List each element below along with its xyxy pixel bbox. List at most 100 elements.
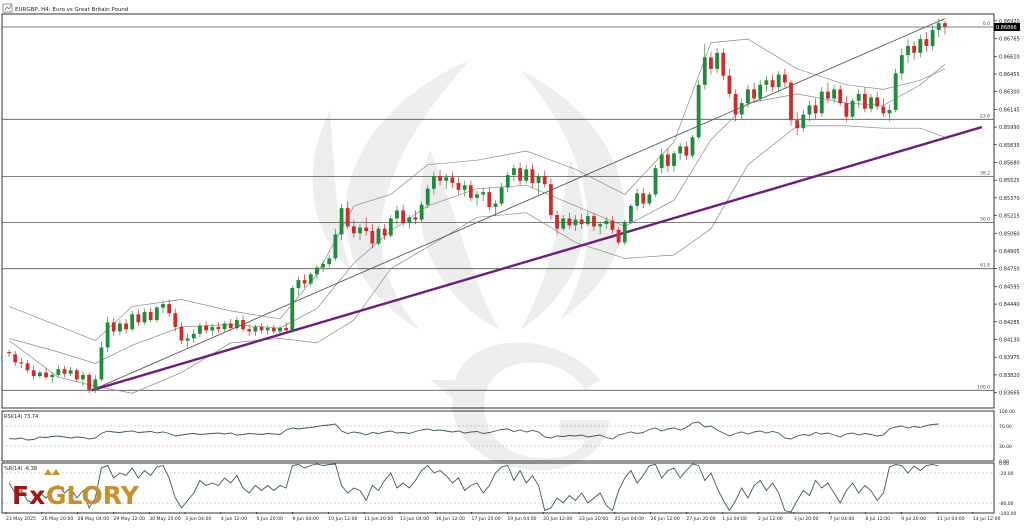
candle-body: [672, 153, 676, 166]
candle-body: [782, 74, 787, 83]
time-tick-label: 28 May 04:00: [78, 516, 110, 522]
candle-body: [278, 328, 282, 332]
fib-level-label: 0.0: [983, 21, 990, 27]
candle: [739, 98, 744, 120]
candle-body: [425, 188, 430, 205]
candle: [524, 164, 529, 184]
candle-body: [684, 146, 689, 156]
candle-body: [832, 89, 837, 99]
candle-body: [887, 109, 892, 114]
time-tick-label: 3 Jul 20:00: [794, 516, 819, 522]
candle-body: [869, 97, 873, 109]
candle: [358, 224, 362, 241]
candle-body: [401, 210, 406, 223]
candle: [881, 98, 886, 117]
candle: [210, 323, 215, 337]
candle-body: [807, 105, 812, 115]
candle-body: [727, 75, 732, 94]
candle-body: [801, 114, 806, 129]
candle-body: [629, 205, 633, 222]
candle: [635, 188, 639, 211]
wpr-line: [8, 463, 939, 513]
price-tick-label: 0.84905: [999, 249, 1020, 255]
candle: [327, 254, 332, 268]
candle-body: [376, 228, 381, 244]
candle: [789, 80, 793, 126]
candle-body: [598, 224, 603, 227]
price-tick-label: 0.84750: [999, 267, 1020, 273]
candle-body: [105, 322, 110, 348]
candle: [696, 80, 701, 140]
candle: [641, 187, 646, 209]
candle-body: [776, 74, 781, 88]
price-tick-label: 0.84440: [999, 302, 1020, 308]
candle: [37, 370, 42, 379]
candle: [505, 171, 510, 193]
candle: [838, 84, 843, 106]
candle: [875, 91, 880, 110]
candle: [468, 180, 473, 202]
candle-body: [512, 168, 516, 176]
candle: [456, 177, 461, 195]
time-tick-label: 13 Jun 04:00: [400, 516, 429, 522]
candle: [185, 333, 190, 348]
fib-level-label: 38.2: [980, 170, 990, 176]
candle-body: [62, 369, 67, 374]
candle-body: [813, 105, 818, 114]
price-tick-label: 0.83975: [999, 355, 1020, 361]
candle-body: [733, 93, 738, 115]
candle: [659, 148, 664, 174]
candle-body: [37, 372, 42, 377]
time-tick-label: 10 Jun 12:00: [328, 516, 357, 522]
candle: [413, 210, 418, 225]
candle: [179, 322, 184, 345]
candle-body: [81, 374, 85, 380]
candle: [105, 316, 110, 353]
candle-body: [573, 219, 578, 226]
price-axis: 0.86920 0.86765 0.86610 0.86455 0.86300 0.861…: [994, 19, 1020, 397]
candle-body: [739, 103, 744, 115]
candle: [684, 141, 689, 161]
time-tick-label: 25 Jun 04:00: [615, 516, 644, 522]
candle: [672, 151, 676, 172]
price-tick-label: 0.85525: [999, 178, 1020, 184]
price-tick-label: 0.83820: [999, 373, 1020, 379]
candle-body: [585, 216, 590, 225]
candle-body: [912, 45, 917, 53]
candle: [610, 216, 615, 234]
candle: [665, 148, 670, 172]
candle: [592, 212, 596, 231]
candle: [228, 318, 233, 331]
candle-body: [241, 320, 245, 330]
candle-body: [610, 220, 615, 230]
candle: [450, 171, 455, 188]
candle: [345, 201, 350, 229]
candle: [893, 68, 898, 113]
fib-level-label: 23.6: [980, 113, 990, 119]
candle-body: [87, 374, 92, 390]
candle-body: [234, 320, 239, 329]
candle-body: [764, 80, 769, 85]
candle-body: [715, 52, 720, 69]
candle-body: [665, 154, 670, 166]
candle: [690, 135, 695, 158]
candle: [253, 324, 258, 337]
candle-body: [407, 217, 412, 223]
time-tick-label: 9 Jul 20:00: [901, 516, 926, 522]
candle-body: [228, 323, 233, 329]
candle-body: [475, 194, 479, 198]
candle-body: [647, 194, 652, 204]
candle-body: [450, 177, 455, 184]
candle-body: [622, 221, 627, 243]
candle: [370, 224, 375, 249]
candle: [234, 316, 239, 331]
candle: [13, 350, 18, 366]
candle-body: [893, 73, 898, 110]
candle: [278, 325, 282, 334]
current-price-label: 0.86866: [996, 25, 1017, 31]
candle-body: [216, 326, 221, 330]
candle-body: [370, 230, 375, 244]
candle: [315, 265, 319, 279]
candle-body: [641, 193, 646, 204]
